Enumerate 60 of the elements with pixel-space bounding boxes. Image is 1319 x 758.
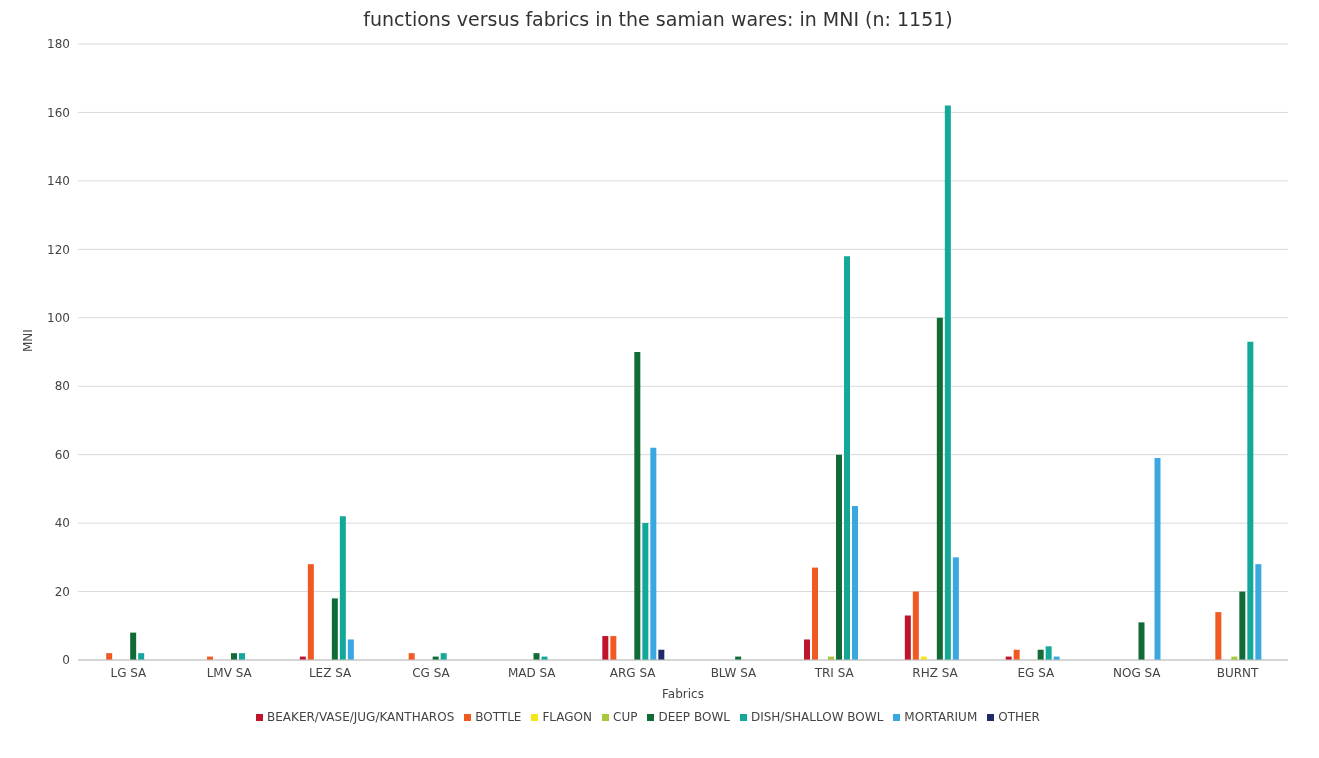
y-axis-title: MNI [21,329,36,352]
y-tick-label: 60 [54,447,70,462]
y-tick-label: 100 [47,311,70,326]
y-tick-label: 140 [47,174,70,189]
x-tick-label: LMV SA [206,665,253,680]
bar [331,598,338,660]
y-tick-label: 80 [54,379,70,394]
x-tick-label: MAD SA [507,665,557,680]
y-tick-label: 120 [47,242,70,257]
x-tick-label: ARG SA [609,665,657,680]
bar [812,567,818,660]
y-tick-label: 0 [62,653,70,668]
bar [130,632,137,660]
bar [852,506,858,660]
y-tick-label: 160 [47,105,70,120]
bar [1045,646,1052,660]
bar [339,516,346,660]
bar [1255,564,1262,660]
x-tick-label: LG SA [110,665,148,680]
bar [347,639,354,660]
bar [1154,458,1161,660]
bar [307,564,314,660]
x-tick-label: TRI SA [813,665,855,680]
y-tick-label: 180 [47,37,70,52]
x-tick-label: BURNT [1216,665,1260,680]
x-tick-label: BLW SA [710,665,757,680]
x-axis-title: Fabrics [662,687,704,701]
bar [1239,591,1246,660]
y-tick-label: 20 [54,584,70,599]
bar [602,636,609,660]
bar [952,557,959,660]
bar [642,523,649,660]
x-tick-label: RHZ SA [912,665,959,680]
bar [912,591,919,660]
x-tick-label: EG SA [1017,665,1056,680]
bar [1138,622,1145,660]
bar [836,454,842,660]
legend-label: BOTTLE [475,710,522,724]
legend-label: BEAKER/VASE/JUG/KANTHAROS [267,710,455,724]
x-tick-label: NOG SA [1112,665,1162,680]
legend-label: DISH/SHALLOW BOWL [750,710,884,724]
x-tick-label: CG SA [412,665,451,680]
bar [804,639,810,660]
bar [650,447,657,660]
bar [904,615,911,660]
bar [936,317,943,660]
x-tick-label: LEZ SA [308,665,353,680]
legend-label: FLAGON [542,710,593,724]
bar [1215,612,1222,660]
legend-label: OTHER [998,710,1040,724]
bar [944,105,951,660]
bar [610,636,617,660]
bar [844,256,850,660]
legend-label: DEEP BOWL [658,710,730,724]
legend-label: MORTARIUM [904,710,978,724]
legend-label: CUP [613,710,638,724]
chart-title: functions versus fabrics in the samian wares: in MNI (n: 1151) [362,8,954,30]
bar [1247,341,1254,660]
y-tick-label: 40 [54,516,70,531]
bar [634,352,641,660]
